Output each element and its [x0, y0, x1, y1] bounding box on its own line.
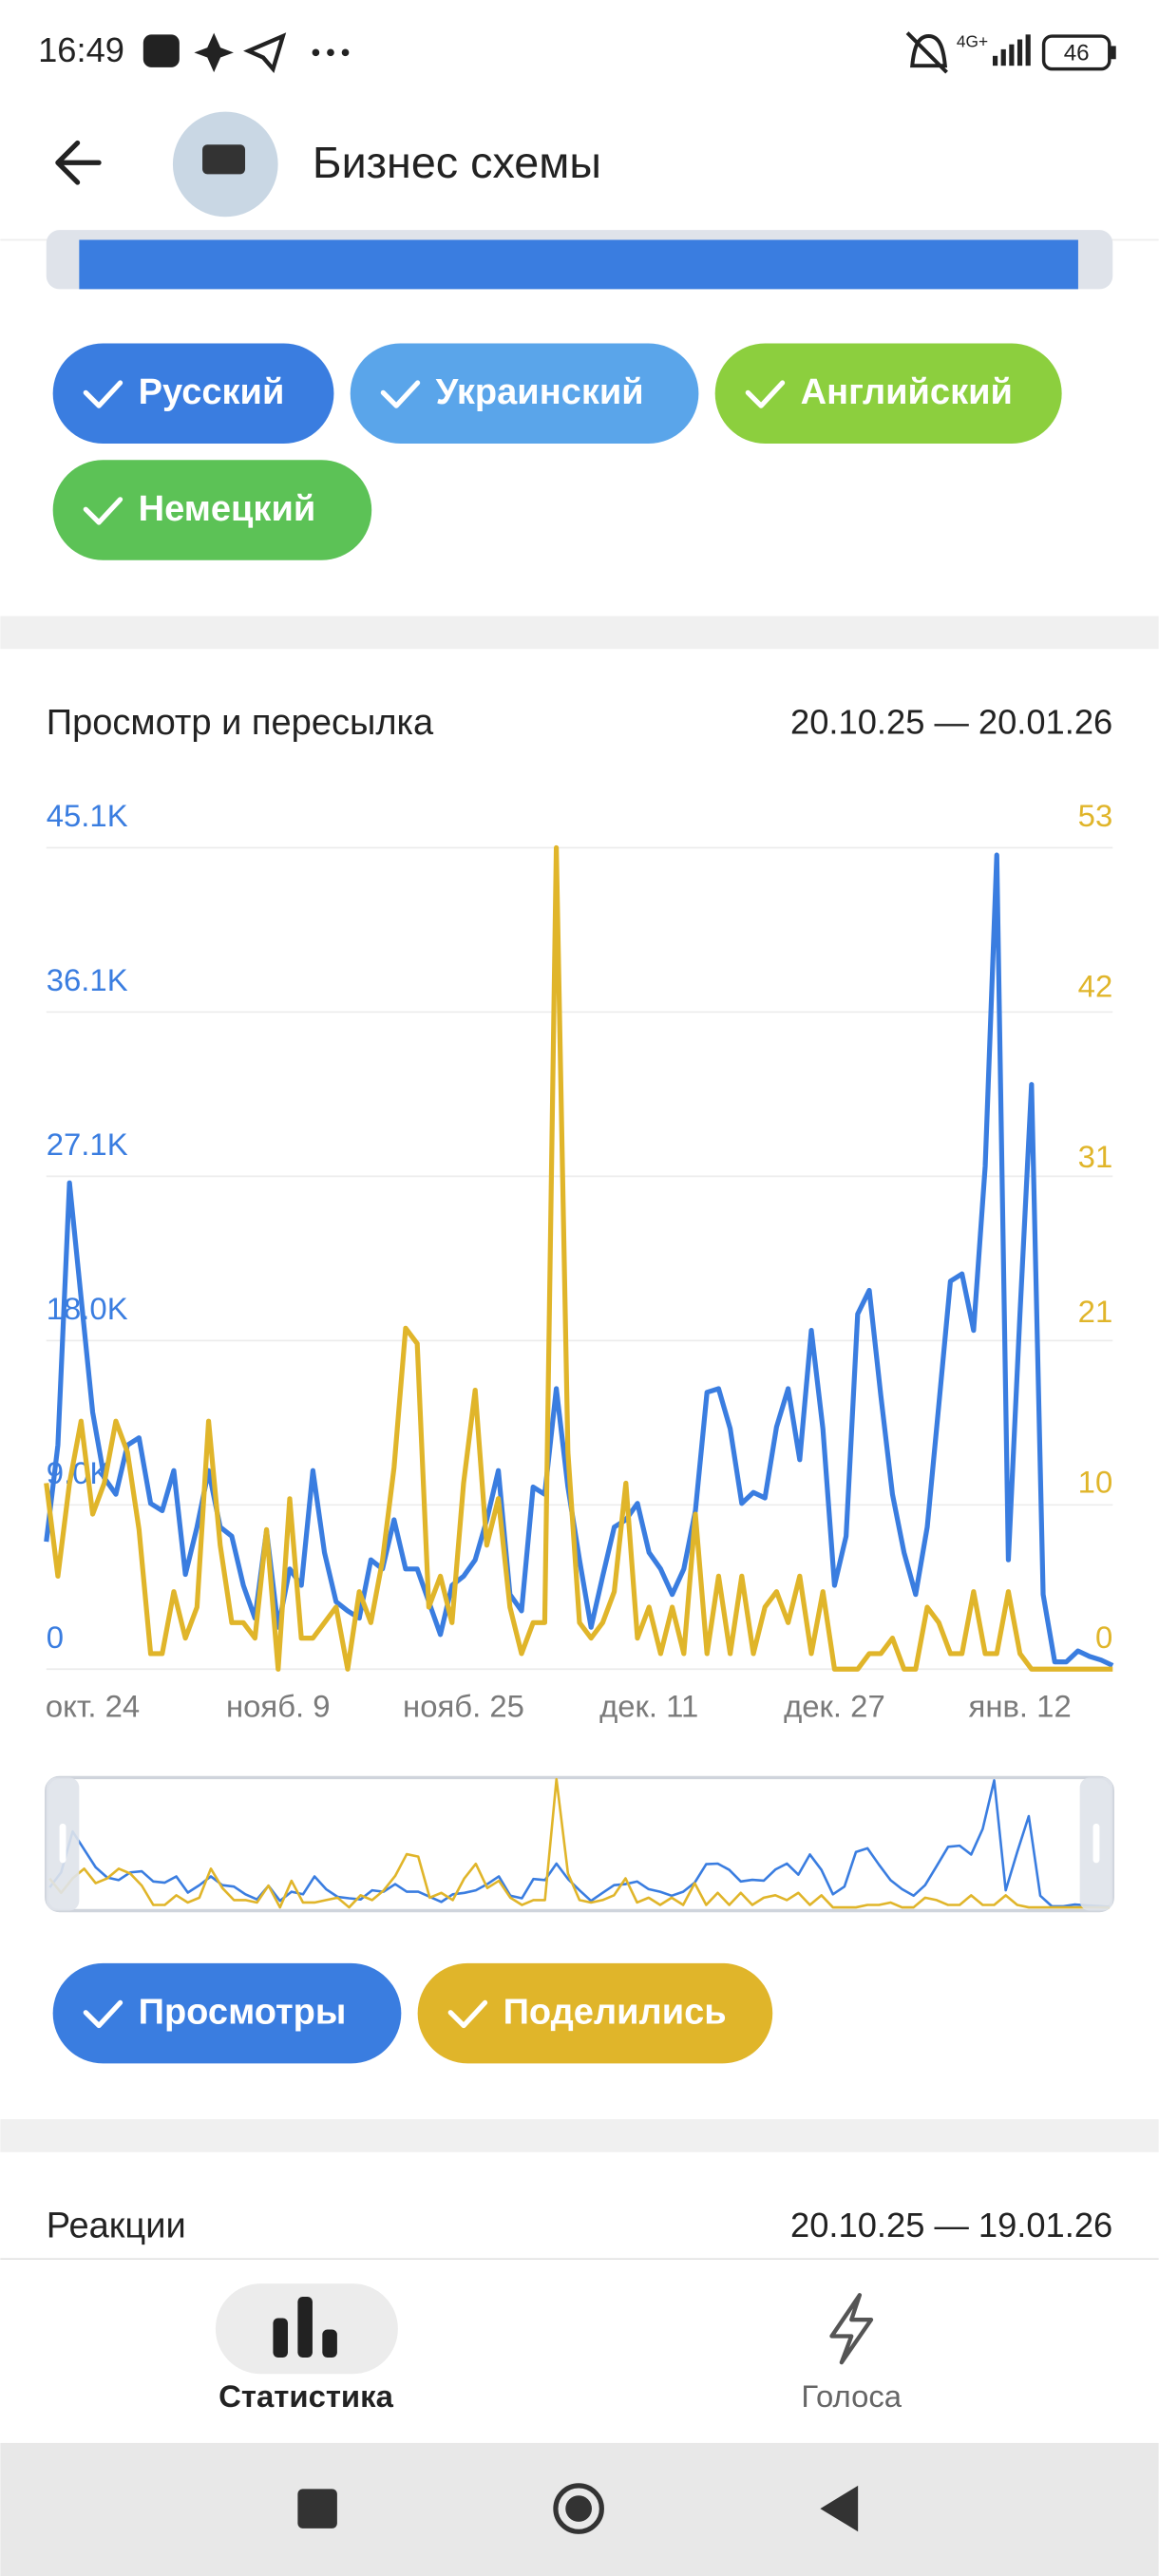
battery-tip	[1111, 46, 1116, 60]
bottom-nav	[0, 2259, 1159, 2443]
chart-title: Просмотр и пересылка	[47, 703, 434, 743]
y2-tick-label: 31	[1078, 1139, 1113, 1174]
handle-grip	[1092, 1823, 1100, 1864]
chip-label: Немецкий	[139, 489, 316, 529]
status-icon	[194, 32, 234, 73]
language-chip[interactable]: Украинский	[350, 343, 699, 444]
x-tick-label: нояб. 9	[226, 1688, 331, 1723]
status-time: 16:49	[38, 30, 124, 69]
x-tick-label: дек. 11	[599, 1688, 698, 1723]
y2-tick-label: 42	[1078, 969, 1113, 1004]
avatar-detail	[202, 144, 246, 175]
chip-label: Русский	[139, 372, 285, 412]
legend-label: Просмотры	[139, 1993, 347, 2033]
y2-tick-label: 21	[1078, 1294, 1113, 1329]
y-tick-label: 36.1K	[47, 962, 128, 997]
battery-level: 46	[1064, 40, 1090, 66]
chart-date-range: 20.10.25 — 20.01.26	[790, 702, 1112, 741]
channel-title: Бизнес схемы	[313, 138, 601, 187]
language-chip[interactable]: Английский	[714, 343, 1062, 444]
status-icon	[243, 32, 287, 74]
handle-grip	[59, 1823, 66, 1864]
y-tick-label: 18.0K	[47, 1291, 128, 1326]
section-date-range: 20.10.25 — 19.01.26	[790, 2206, 1112, 2245]
status-signal	[992, 34, 1031, 66]
y2-tick-label: 53	[1078, 798, 1113, 833]
section-title: Реакции	[47, 2206, 186, 2245]
x-tick-label: дек. 27	[784, 1688, 885, 1723]
x-tick-label: нояб. 25	[403, 1688, 524, 1723]
language-chip[interactable]: Русский	[52, 343, 334, 444]
language-chip[interactable]: Немецкий	[52, 460, 372, 560]
y-tick-label: 45.1K	[47, 798, 128, 833]
series-line	[44, 844, 1113, 1672]
status-network: 4G+	[957, 32, 988, 51]
system-back[interactable]	[820, 2485, 859, 2532]
legend-chip[interactable]: Просмотры	[52, 1962, 402, 2064]
system-recents[interactable]	[297, 2489, 337, 2529]
navigator-preview	[48, 1777, 1110, 1909]
y-tick-label: 27.1K	[47, 1127, 128, 1162]
back-button[interactable]	[55, 140, 102, 185]
status-more	[312, 48, 350, 57]
legend-chip[interactable]: Поделились	[417, 1962, 773, 2064]
series-line	[44, 852, 1114, 1668]
legend-label: Поделились	[504, 1993, 727, 2033]
section-separator	[0, 2119, 1159, 2152]
x-tick-label: янв. 12	[969, 1688, 1072, 1723]
chip-label: Английский	[801, 372, 1013, 412]
plot: 09.0K18.0K27.1K36.1K45.1K01021314253окт.…	[44, 798, 1114, 1723]
battery	[1041, 34, 1112, 71]
y-tick-label: 0	[47, 1619, 64, 1655]
nav-label: Голоса	[801, 2378, 902, 2414]
nav-item[interactable]: Статистика	[215, 2283, 398, 2414]
section-separator	[0, 616, 1159, 650]
nav-label: Статистика	[218, 2378, 393, 2414]
x-tick-label: окт. 24	[46, 1688, 140, 1723]
y2-tick-label: 10	[1078, 1465, 1113, 1500]
navigator-line	[48, 1777, 1110, 1909]
range-fill	[79, 239, 1078, 290]
navigator-line	[48, 1779, 1110, 1908]
system-home[interactable]	[553, 2483, 604, 2534]
y2-tick-label: 0	[1095, 1619, 1112, 1655]
system-home-dot	[565, 2495, 592, 2522]
status-icon	[142, 34, 180, 67]
status-mute	[905, 31, 948, 74]
nav-item[interactable]: Голоса	[801, 2293, 902, 2414]
chip-label: Украинский	[436, 372, 644, 412]
